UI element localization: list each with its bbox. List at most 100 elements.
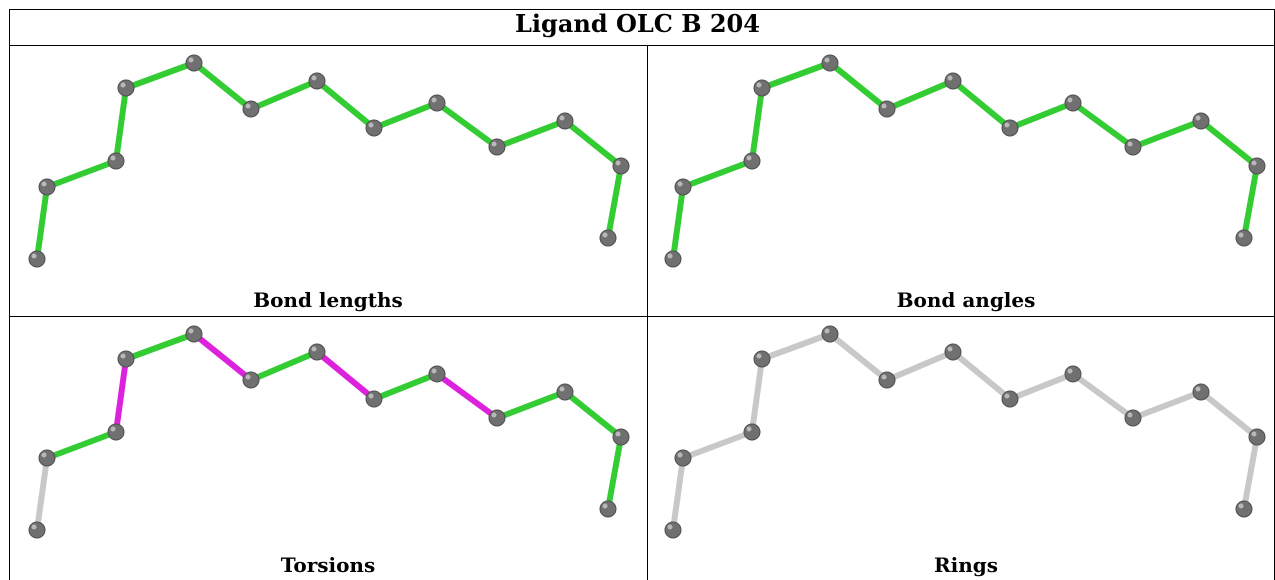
bond-10 [562,389,624,440]
atom-9 [488,138,506,156]
atom-highlight-6 [311,346,317,352]
atom-9 [1124,138,1142,156]
atom-highlight-12 [602,503,608,509]
bond-0 [34,184,50,262]
atom-12 [599,500,617,518]
atom-7 [365,390,383,408]
atom-10 [556,112,574,130]
atom-3 [117,350,135,368]
atom-highlight-10 [1195,386,1201,392]
atom-highlight-4 [188,328,194,334]
atom-highlight-0 [31,524,37,530]
atom-highlight-3 [120,353,126,359]
atom-12 [1235,500,1253,518]
bond-8 [1070,371,1136,421]
panel-rings [664,325,1266,539]
atom-2 [743,152,761,170]
bond-7 [371,371,440,402]
atom-highlight-9 [1127,412,1133,418]
atom-highlight-6 [947,346,953,352]
atom-3 [117,79,135,97]
bond-9 [494,118,568,150]
atom-highlight-9 [1127,141,1133,147]
bond-7 [371,100,440,131]
divider-title [9,45,1275,46]
bond-11 [1241,163,1260,241]
divider-col [647,45,648,580]
atom-7 [365,119,383,137]
bond-7 [1007,100,1076,131]
atom-2 [107,423,125,441]
atom-highlight-5 [245,374,251,380]
bond-1 [680,158,755,190]
atom-5 [878,100,896,118]
bond-2 [113,356,129,435]
caption-rings: Rings [933,553,998,577]
atom-5 [878,371,896,389]
atom-highlight-4 [188,57,194,63]
atom-11 [612,428,630,446]
atom-highlight-11 [1251,160,1257,166]
atom-12 [1235,229,1253,247]
atom-0 [28,521,46,539]
atom-highlight-1 [41,452,47,458]
atom-highlight-7 [368,393,374,399]
bond-11 [1241,434,1260,512]
atom-highlight-10 [559,386,565,392]
atom-6 [308,343,326,361]
bond-4 [827,331,890,383]
bond-11 [605,163,624,241]
atom-highlight-11 [615,160,621,166]
bond-11 [605,434,624,512]
bond-0 [34,455,50,533]
divider-row [9,316,1275,317]
bond-10 [1198,389,1260,440]
atom-12 [599,229,617,247]
bond-1 [44,158,119,190]
bond-3 [123,60,197,91]
atom-4 [185,54,203,72]
bond-2 [113,85,129,164]
atom-highlight-3 [756,82,762,88]
bond-3 [123,331,197,362]
bond-0 [670,455,686,533]
atom-highlight-12 [1238,503,1244,509]
atom-5 [242,100,260,118]
atom-11 [1248,157,1266,175]
atom-highlight-5 [881,374,887,380]
atom-highlight-3 [120,82,126,88]
atom-1 [674,449,692,467]
atom-5 [242,371,260,389]
bond-6 [314,78,377,131]
atom-8 [1064,94,1082,112]
atom-highlight-0 [31,253,37,259]
bond-10 [562,118,624,169]
panel-bond-lengths [28,54,630,268]
atom-highlight-11 [1251,431,1257,437]
bond-5 [884,349,956,383]
bond-7 [1007,371,1076,402]
atom-highlight-1 [677,452,683,458]
atom-highlight-3 [756,353,762,359]
border-top [9,9,1275,10]
atom-6 [308,72,326,90]
atom-highlight-2 [110,155,116,161]
atom-highlight-0 [667,253,673,259]
atom-highlight-7 [368,122,374,128]
atom-1 [38,449,56,467]
atom-1 [38,178,56,196]
atom-highlight-8 [431,97,437,103]
bond-9 [1130,389,1204,421]
atom-highlight-5 [881,103,887,109]
atom-3 [753,79,771,97]
atom-9 [488,409,506,427]
atom-highlight-11 [615,431,621,437]
atom-highlight-4 [824,328,830,334]
bond-8 [434,100,500,150]
atom-9 [1124,409,1142,427]
atom-highlight-1 [41,181,47,187]
panel-bond-angles [664,54,1266,268]
atom-8 [428,94,446,112]
atom-highlight-10 [1195,115,1201,121]
